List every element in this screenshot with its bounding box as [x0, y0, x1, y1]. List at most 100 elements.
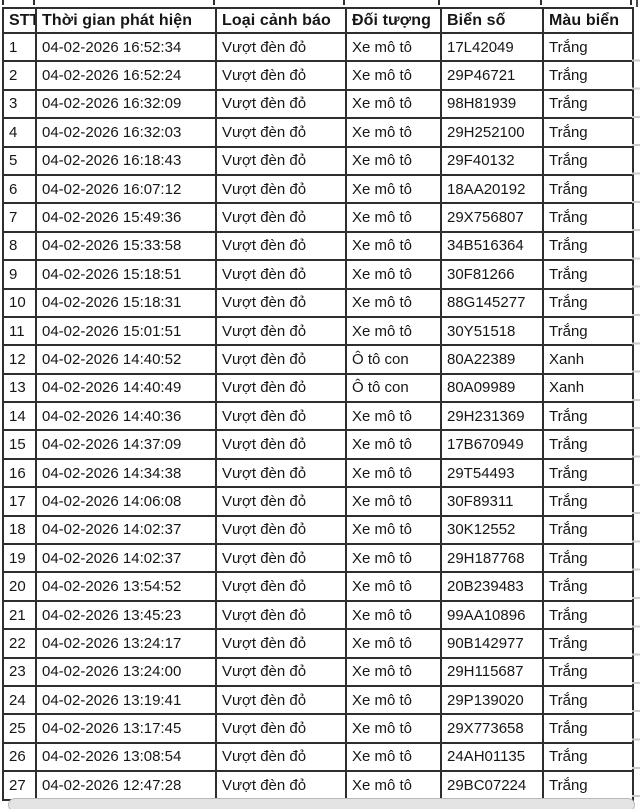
cell-color[interactable]: Trắng [542, 31, 634, 63]
cell-alert[interactable]: Vượt đèn đỏ [215, 31, 347, 63]
cell-stt[interactable]: 10 [2, 287, 37, 318]
cell-color[interactable]: Trắng [542, 259, 634, 290]
cell-plate[interactable]: 29H252100 [440, 117, 544, 148]
cell-color[interactable]: Trắng [542, 741, 634, 773]
cell-plate[interactable]: 29X773658 [440, 713, 544, 744]
cell-time[interactable]: 04-02-2026 16:52:34 [35, 31, 217, 63]
cell-stt[interactable]: 23 [2, 656, 37, 687]
cell-alert[interactable]: Vượt đèn đỏ [215, 457, 347, 489]
cell-plate[interactable]: 29P139020 [440, 684, 544, 716]
cell-stt[interactable]: 18 [2, 514, 37, 546]
cell-alert[interactable]: Vượt đèn đỏ [215, 372, 347, 404]
cell-object[interactable]: Xe mô tô [345, 741, 442, 773]
cell-alert[interactable]: Vượt đèn đỏ [215, 88, 347, 120]
cell-object[interactable]: Xe mô tô [345, 145, 442, 176]
cell-alert[interactable]: Vượt đèn đỏ [215, 401, 347, 432]
cell-alert[interactable]: Vượt đèn đỏ [215, 230, 347, 262]
cell-plate[interactable]: 30F81266 [440, 259, 544, 290]
cell-color[interactable]: Trắng [542, 656, 634, 687]
cell-alert[interactable]: Vượt đèn đỏ [215, 628, 347, 659]
cell-time[interactable]: 04-02-2026 15:33:58 [35, 230, 217, 262]
cell-stt[interactable]: 21 [2, 599, 37, 631]
cell-alert[interactable]: Vượt đèn đỏ [215, 259, 347, 290]
cell-object[interactable]: Xe mô tô [345, 543, 442, 574]
cell-color[interactable]: Trắng [542, 202, 634, 233]
cell-plate[interactable]: 80A22389 [440, 344, 544, 375]
cell-stt[interactable]: 7 [2, 202, 37, 233]
cell-color[interactable]: Trắng [542, 543, 634, 574]
cell-time[interactable]: 04-02-2026 14:40:36 [35, 401, 217, 432]
cell-plate[interactable]: 88G145277 [440, 287, 544, 318]
cell-object[interactable]: Xe mô tô [345, 770, 442, 801]
cell-color[interactable]: Xanh [542, 372, 634, 404]
cell-object[interactable]: Xe mô tô [345, 315, 442, 347]
cell-color[interactable]: Trắng [542, 770, 634, 801]
cell-plate[interactable]: 29H187768 [440, 543, 544, 574]
cell-object[interactable]: Xe mô tô [345, 230, 442, 262]
cell-stt[interactable]: 26 [2, 741, 37, 773]
cell-alert[interactable]: Vượt đèn đỏ [215, 202, 347, 233]
cell-object[interactable]: Xe mô tô [345, 117, 442, 148]
cell-alert[interactable]: Vượt đèn đỏ [215, 599, 347, 631]
cell-color[interactable]: Trắng [542, 457, 634, 489]
cell-time[interactable]: 04-02-2026 14:06:08 [35, 486, 217, 517]
cell-plate[interactable]: 98H81939 [440, 88, 544, 120]
cell-object[interactable]: Xe mô tô [345, 656, 442, 687]
cell-color[interactable]: Trắng [542, 117, 634, 148]
cell-stt[interactable]: 1 [2, 31, 37, 63]
cell-alert[interactable]: Vượt đèn đỏ [215, 684, 347, 716]
cell-plate[interactable]: 29X756807 [440, 202, 544, 233]
cell-color[interactable]: Trắng [542, 571, 634, 602]
cell-color[interactable]: Trắng [542, 173, 634, 205]
cell-stt[interactable]: 24 [2, 684, 37, 716]
cell-plate[interactable]: 30Y51518 [440, 315, 544, 347]
cell-color[interactable]: Trắng [542, 287, 634, 318]
cell-stt[interactable]: 22 [2, 628, 37, 659]
cell-stt[interactable]: 12 [2, 344, 37, 375]
cell-time[interactable]: 04-02-2026 14:02:37 [35, 543, 217, 574]
cell-plate[interactable]: 17B670949 [440, 429, 544, 460]
cell-stt[interactable]: 19 [2, 543, 37, 574]
cell-plate[interactable]: 80A09989 [440, 372, 544, 404]
cell-time[interactable]: 04-02-2026 12:47:28 [35, 770, 217, 801]
cell-alert[interactable]: Vượt đèn đỏ [215, 770, 347, 801]
cell-time[interactable]: 04-02-2026 13:08:54 [35, 741, 217, 773]
cell-time[interactable]: 04-02-2026 15:18:51 [35, 259, 217, 290]
cell-time[interactable]: 04-02-2026 13:19:41 [35, 684, 217, 716]
cell-stt[interactable]: 17 [2, 486, 37, 517]
cell-time[interactable]: 04-02-2026 13:45:23 [35, 599, 217, 631]
cell-plate[interactable]: 29P46721 [440, 60, 544, 91]
cell-object[interactable]: Xe mô tô [345, 31, 442, 63]
cell-alert[interactable]: Vượt đèn đỏ [215, 486, 347, 517]
header-plate[interactable]: Biển số [440, 7, 544, 34]
header-alert[interactable]: Loại cảnh báo [215, 7, 347, 34]
cell-color[interactable]: Trắng [542, 628, 634, 659]
cell-time[interactable]: 04-02-2026 14:37:09 [35, 429, 217, 460]
cell-time[interactable]: 04-02-2026 15:18:31 [35, 287, 217, 318]
cell-alert[interactable]: Vượt đèn đỏ [215, 117, 347, 148]
cell-object[interactable]: Xe mô tô [345, 287, 442, 318]
cell-color[interactable]: Trắng [542, 514, 634, 546]
cell-stt[interactable]: 13 [2, 372, 37, 404]
cell-color[interactable]: Xanh [542, 344, 634, 375]
cell-object[interactable]: Xe mô tô [345, 202, 442, 233]
cell-time[interactable]: 04-02-2026 15:01:51 [35, 315, 217, 347]
cell-time[interactable]: 04-02-2026 16:07:12 [35, 173, 217, 205]
cell-alert[interactable]: Vượt đèn đỏ [215, 543, 347, 574]
cell-stt[interactable]: 5 [2, 145, 37, 176]
cell-plate[interactable]: 30K12552 [440, 514, 544, 546]
cell-object[interactable]: Xe mô tô [345, 514, 442, 546]
cell-object[interactable]: Xe mô tô [345, 88, 442, 120]
cell-stt[interactable]: 6 [2, 173, 37, 205]
cell-plate[interactable]: 17L42049 [440, 31, 544, 63]
cell-alert[interactable]: Vượt đèn đỏ [215, 145, 347, 176]
cell-alert[interactable]: Vượt đèn đỏ [215, 571, 347, 602]
cell-alert[interactable]: Vượt đèn đỏ [215, 287, 347, 318]
cell-time[interactable]: 04-02-2026 16:52:24 [35, 60, 217, 91]
cell-object[interactable]: Xe mô tô [345, 429, 442, 460]
cell-object[interactable]: Xe mô tô [345, 259, 442, 290]
cell-color[interactable]: Trắng [542, 401, 634, 432]
cell-stt[interactable]: 8 [2, 230, 37, 262]
cell-time[interactable]: 04-02-2026 13:24:00 [35, 656, 217, 687]
cell-stt[interactable]: 27 [2, 770, 37, 801]
